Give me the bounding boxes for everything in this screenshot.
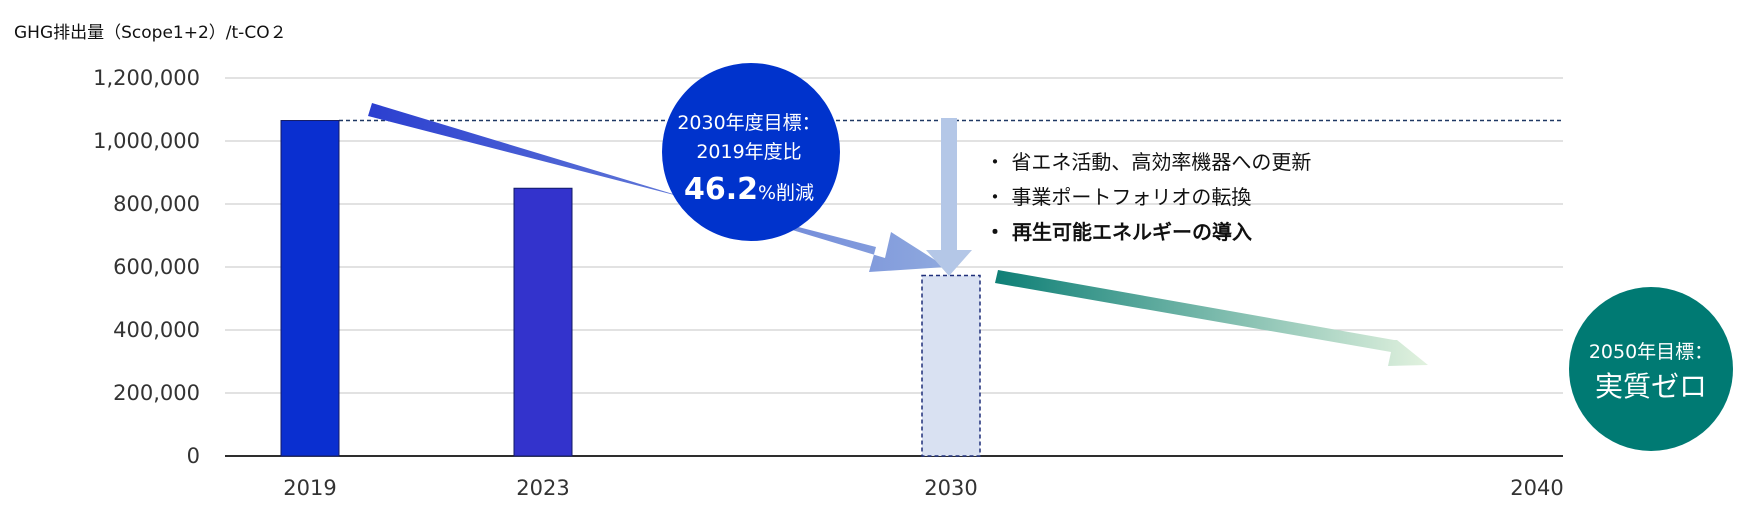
y-tick-label: 0: [187, 444, 200, 468]
reduction-arrow-2030: [368, 103, 946, 272]
target-2030-circle: [662, 63, 840, 241]
y-axis-label: GHG排出量（Scope1+2）/t-CO２: [14, 23, 287, 43]
x-tick-label: 2023: [516, 476, 569, 500]
bar-2030: [921, 274, 981, 457]
y-tick-label: 1,000,000: [93, 129, 200, 153]
target-2050-badge: 2050年目標： 実質ゼロ: [1569, 287, 1733, 451]
bars-group: [280, 120, 981, 457]
bar-2019: [280, 120, 340, 457]
target-2050-line2: 実質ゼロ: [1595, 370, 1707, 403]
x-tick-labels: 2019 2023 2030 2040: [283, 476, 1563, 500]
target-2030-badge: 2030年度目標： 2019年度比 46.2%削減: [662, 63, 840, 241]
y-tick-label: 600,000: [113, 255, 200, 279]
y-tick-label: 1,200,000: [93, 66, 200, 90]
measures-list: ・ 省エネ活動、高効率機器への更新・ 事業ポートフォリオの転換・ 再生可能エネル…: [985, 150, 1311, 244]
reduction-arrow-2050: [995, 270, 1428, 366]
measure-item: ・ 再生可能エネルギーの導入: [985, 220, 1252, 244]
x-tick-label: 2030: [924, 476, 977, 500]
y-tick-label: 400,000: [113, 318, 200, 342]
target-2050-line1: 2050年目標：: [1589, 341, 1713, 363]
down-arrow-2030: [926, 118, 972, 276]
target-2030-line1: 2030年度目標：: [677, 112, 820, 134]
target-2030-value: 46.2%削減: [684, 172, 814, 207]
x-tick-label: 2019: [283, 476, 336, 500]
y-tick-label: 800,000: [113, 192, 200, 216]
measure-item: ・ 省エネ活動、高効率機器への更新: [985, 150, 1311, 174]
target-2030-line2: 2019年度比: [696, 141, 801, 163]
y-tick-labels: 0 200,000 400,000 600,000 800,000 1,000,000 1,…: [93, 66, 200, 468]
measure-item: ・ 事業ポートフォリオの転換: [985, 185, 1251, 209]
target-2050-circle: [1569, 287, 1733, 451]
bar-2023: [513, 187, 573, 457]
gridlines: [225, 77, 1563, 457]
y-tick-label: 200,000: [113, 381, 200, 405]
x-tick-label: 2040: [1510, 476, 1563, 500]
